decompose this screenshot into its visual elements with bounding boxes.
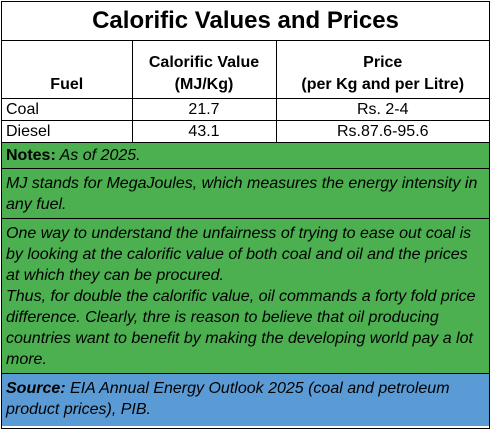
source-label: Source: (6, 380, 66, 397)
header-calorific-line1: Calorific Value (148, 54, 260, 71)
table-row: Diesel 43.1 Rs.87.6-95.6 (2, 120, 489, 143)
notes-date-text: As of 2025. (55, 147, 141, 164)
notes-analysis: One way to understand the unfairness of … (2, 218, 489, 374)
header-fuel: Fuel (2, 41, 133, 99)
notes-para-1: One way to understand the unfairness of … (6, 224, 472, 284)
notes-date: Notes: As of 2025. (2, 142, 489, 169)
source-text: EIA Annual Energy Outlook 2025 (coal and… (6, 380, 450, 418)
cell-price: Rs. 2-4 (275, 98, 489, 121)
notes-mj-text: MJ stands for MegaJoules, which measures… (6, 174, 478, 213)
source: Source: EIA Annual Energy Outlook 2025 (… (2, 373, 489, 426)
header-fuel-label: Fuel (50, 76, 84, 93)
source-row: Source: EIA Annual Energy Outlook 2025 (… (2, 373, 489, 426)
header-price-line1: Price (363, 54, 403, 71)
notes-date-row: Notes: As of 2025. (2, 142, 489, 169)
page-title: Calorific Values and Prices (2, 2, 489, 41)
table-header-row: Fuel Calorific Value (MJ/Kg) Price (per … (2, 41, 489, 99)
cell-calorific: 43.1 (131, 120, 277, 143)
notes-label: Notes: (6, 147, 56, 164)
cell-calorific: 21.7 (131, 98, 277, 121)
header-price: Price (per Kg and per Litre) (275, 41, 489, 99)
table-row: Coal 21.7 Rs. 2-4 (2, 98, 489, 121)
notes-mj-row: MJ stands for MegaJoules, which measures… (2, 168, 489, 219)
notes-mj: MJ stands for MegaJoules, which measures… (2, 168, 489, 219)
calorific-table: Fuel Calorific Value (MJ/Kg) Price (per … (2, 41, 489, 426)
notes-analysis-row: One way to understand the unfairness of … (2, 218, 489, 374)
header-calorific: Calorific Value (MJ/Kg) (131, 41, 277, 99)
cell-price: Rs.87.6-95.6 (275, 120, 489, 143)
cell-fuel: Diesel (2, 120, 133, 143)
header-calorific-line2: (MJ/Kg) (174, 76, 234, 93)
cell-fuel: Coal (2, 98, 133, 121)
notes-para-2: Thus, for double the calorific value, oi… (6, 287, 476, 368)
header-price-line2: (per Kg and per Litre) (301, 76, 465, 93)
